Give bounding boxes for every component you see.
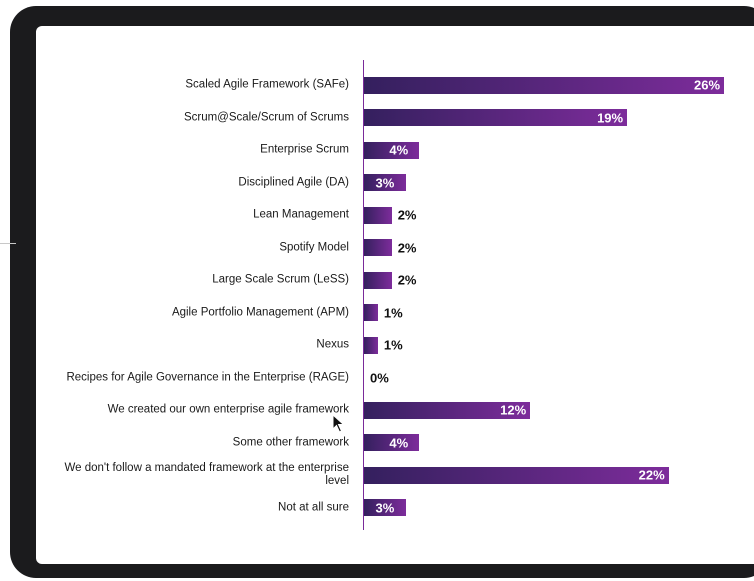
bar (364, 174, 406, 191)
category-label: Nexus (316, 338, 349, 351)
value-label: 2% (397, 272, 417, 288)
bar (364, 76, 724, 94)
value-label: 1% (383, 337, 403, 353)
category-label: Some other framework (232, 436, 349, 448)
bar (364, 271, 392, 289)
category-label: We created our own enterprise agile fram… (107, 403, 349, 416)
category-label: Lean Management (253, 208, 349, 221)
value-label: 3% (375, 175, 395, 190)
category-label: Enterprise Scrum (260, 143, 349, 156)
value-label: 4% (389, 142, 409, 158)
bar (364, 206, 392, 224)
mouse-pointer-icon (332, 414, 345, 433)
value-label: 19% (597, 110, 624, 125)
value-label: 3% (375, 500, 395, 515)
value-label: 4% (389, 435, 409, 450)
value-label: 12% (500, 402, 527, 418)
bar (364, 109, 628, 126)
category-label: Agile Portfolio Management (APM) (171, 306, 349, 318)
bar (364, 434, 420, 451)
bar (364, 336, 378, 354)
value-label: 1% (383, 305, 403, 320)
bar (364, 499, 406, 516)
category-label: We don't follow a mandated framework at … (64, 462, 349, 487)
bar (364, 239, 392, 256)
bar (364, 401, 531, 419)
value-label: 26% (694, 77, 721, 93)
value-label: 22% (638, 467, 665, 483)
category-label: Not at all sure (278, 501, 349, 513)
value-label: 2% (397, 240, 417, 255)
category-label: Recipes for Agile Governance in the Ente… (66, 371, 349, 383)
value-label: 2% (397, 207, 417, 223)
chart-axis-line (363, 60, 364, 530)
category-label: Disciplined Agile (DA) (238, 176, 349, 188)
bar (364, 466, 669, 484)
category-label: Large Scale Scrum (LeSS) (212, 273, 349, 286)
background-divider (0, 243, 16, 244)
category-label: Scrum@Scale/Scrum of Scrums (183, 111, 349, 123)
category-label: Spotify Model (279, 241, 349, 253)
bar (364, 141, 420, 159)
value-label: 0% (370, 370, 389, 385)
category-label: Scaled Agile Framework (SAFe) (185, 78, 349, 91)
bar (364, 304, 378, 321)
